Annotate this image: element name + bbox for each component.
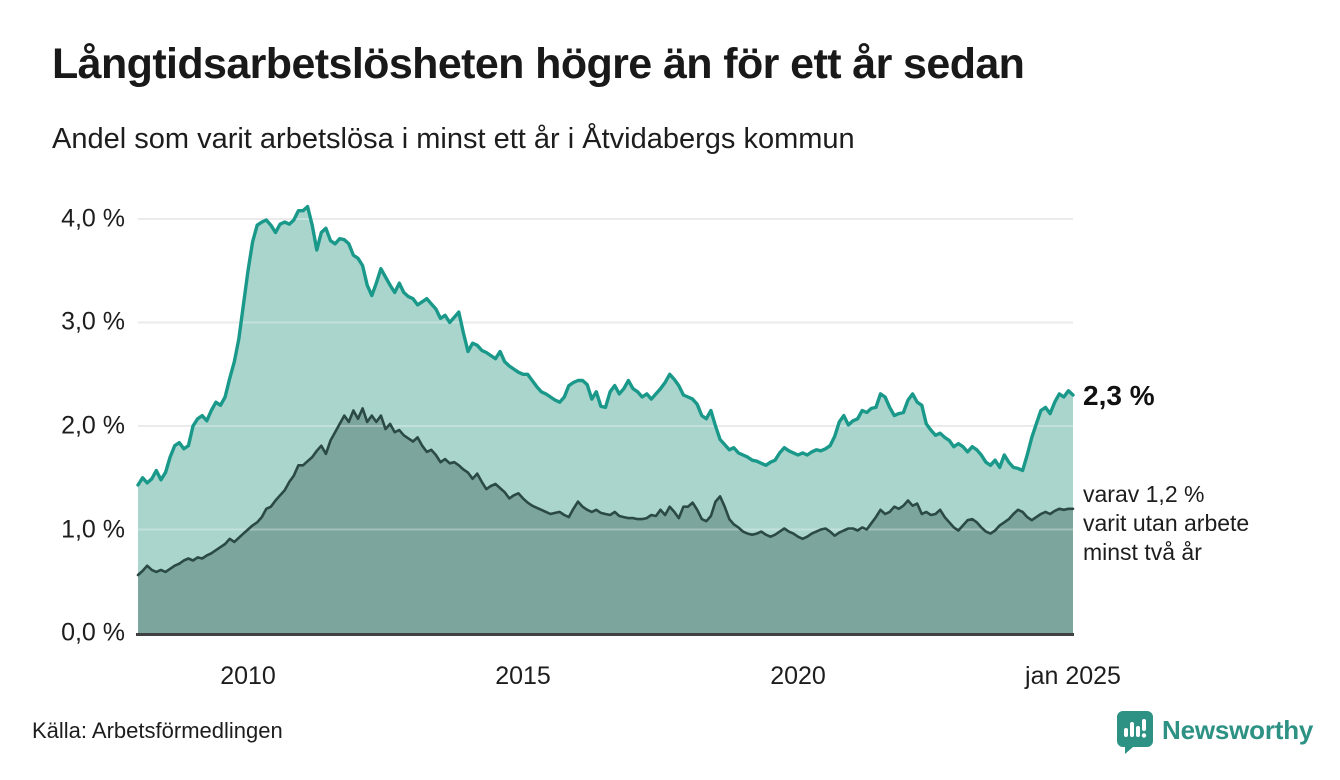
x-axis-tick-label: 2015 [495,662,551,690]
y-axis-tick-label: 3,0 % [61,307,125,336]
y-axis-tick-label: 0,0 % [61,618,125,647]
annotation-line: varit utan arbete [1083,510,1250,536]
series-area-1 [138,408,1073,633]
page-title: Långtidsarbetslösheten högre än för ett … [52,40,1025,88]
annotation-line: minst två år [1083,539,1202,565]
page-subtitle: Andel som varit arbetslösa i minst ett å… [52,123,855,155]
x-axis-tick-label: 2010 [220,662,276,690]
y-axis-tick-label: 2,0 % [61,411,125,440]
secondary-series-annotation: varav 1,2 % varit utan arbete minst två … [1083,480,1249,567]
newsworthy-wordmark: Newsworthy [1162,715,1314,745]
x-axis-tick-label: 2020 [770,662,826,690]
source-credit: Källa: Arbetsförmedlingen [32,718,283,743]
series-line-1 [136,407,1075,577]
y-axis-tick-label: 4,0 % [61,204,125,233]
y-axis-tick-label: 1,0 % [61,515,125,544]
newsworthy-logo[interactable]: Newsworthy [1116,710,1313,754]
series-line-0 [136,204,1075,487]
x-axis-tick-label: jan 2025 [1025,662,1121,690]
newsworthy-bubble-chart-icon [1117,711,1153,754]
latest-value-annotation: 2,3 % [1083,380,1155,411]
annotation-line: varav 1,2 % [1083,481,1205,507]
